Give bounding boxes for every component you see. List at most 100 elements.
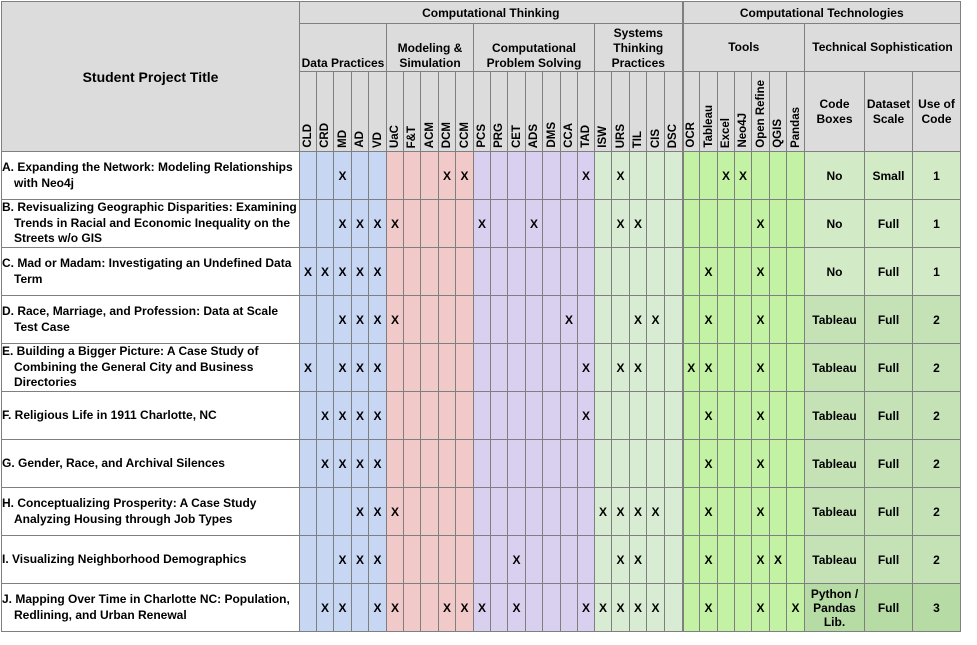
mark-cell: X bbox=[560, 295, 578, 344]
mark-cell: X bbox=[751, 439, 770, 488]
dataset-scale-cell: Full bbox=[864, 295, 913, 344]
mark-cell: X bbox=[368, 295, 387, 344]
mark-cell bbox=[769, 295, 787, 344]
mark-cell bbox=[403, 343, 421, 392]
mark-cell: X bbox=[646, 295, 665, 344]
sophistication-column-header: Code Boxes bbox=[804, 71, 865, 152]
mark-cell bbox=[525, 535, 543, 584]
mark-cell bbox=[646, 439, 665, 488]
mark-cell bbox=[560, 151, 578, 200]
mark-cell: X bbox=[333, 439, 352, 488]
mark-cell: X bbox=[316, 247, 334, 296]
mark-cell bbox=[594, 439, 612, 488]
mark-cell bbox=[681, 295, 700, 344]
mark-cell: X bbox=[629, 583, 647, 632]
mark-cell bbox=[577, 535, 595, 584]
mark-cell bbox=[351, 151, 369, 200]
column-header-label: ADS bbox=[528, 123, 540, 148]
mark-cell bbox=[333, 487, 352, 536]
use-of-code-cell: 2 bbox=[912, 343, 961, 392]
mark-cell bbox=[769, 247, 787, 296]
column-header: PCS bbox=[473, 71, 491, 152]
mark-cell bbox=[786, 439, 805, 488]
mark-cell: X bbox=[629, 295, 647, 344]
computational-technologies-header: Computational Technologies bbox=[681, 1, 961, 24]
computational-thinking-header: Computational Thinking bbox=[299, 1, 683, 24]
modeling-simulation-header: Modeling & Simulation bbox=[386, 23, 474, 72]
mark-cell: X bbox=[611, 535, 630, 584]
mark-cell bbox=[438, 343, 456, 392]
mark-cell: X bbox=[333, 247, 352, 296]
mark-cell bbox=[681, 199, 700, 248]
mark-cell bbox=[351, 583, 369, 632]
project-title-cell: B. Revisualizing Geographic Disparities:… bbox=[1, 199, 300, 248]
mark-cell bbox=[681, 247, 700, 296]
mark-cell bbox=[455, 487, 474, 536]
column-header: QGIS bbox=[769, 71, 787, 152]
mark-cell bbox=[525, 295, 543, 344]
column-header-label: CCM bbox=[458, 121, 471, 148]
mark-cell bbox=[455, 391, 474, 440]
dataset-scale-cell: Full bbox=[864, 535, 913, 584]
mark-cell bbox=[664, 535, 683, 584]
mark-cell: X bbox=[751, 391, 770, 440]
mark-cell bbox=[507, 295, 526, 344]
mark-cell bbox=[473, 343, 491, 392]
mark-cell: X bbox=[333, 583, 352, 632]
mark-cell bbox=[403, 487, 421, 536]
mark-cell bbox=[699, 199, 718, 248]
mark-cell: X bbox=[577, 151, 595, 200]
dataset-scale-cell: Full bbox=[864, 487, 913, 536]
project-title-cell: E. Building a Bigger Picture: A Case Stu… bbox=[1, 343, 300, 392]
mark-cell: X bbox=[299, 343, 317, 392]
mark-cell bbox=[316, 199, 334, 248]
mark-cell bbox=[525, 487, 543, 536]
table-row: A. Expanding the Network: Modeling Relat… bbox=[1, 151, 961, 200]
mark-cell: X bbox=[368, 391, 387, 440]
mark-cell: X bbox=[351, 391, 369, 440]
mark-cell bbox=[734, 439, 752, 488]
mark-cell bbox=[594, 391, 612, 440]
mark-cell bbox=[542, 151, 561, 200]
column-header: Open Refine bbox=[751, 71, 770, 152]
mark-cell: X bbox=[594, 487, 612, 536]
mark-cell bbox=[316, 151, 334, 200]
mark-cell: X bbox=[455, 151, 474, 200]
mark-cell bbox=[299, 295, 317, 344]
mark-cell bbox=[769, 439, 787, 488]
mark-cell bbox=[299, 439, 317, 488]
mark-cell: X bbox=[629, 343, 647, 392]
mark-cell bbox=[490, 583, 508, 632]
column-header-label: CET bbox=[510, 125, 523, 148]
mark-cell bbox=[577, 439, 595, 488]
column-header-label: Tableau bbox=[702, 105, 715, 148]
mark-cell bbox=[542, 199, 561, 248]
column-header: CRD bbox=[316, 71, 334, 152]
mark-cell bbox=[525, 151, 543, 200]
mark-cell bbox=[368, 151, 387, 200]
mark-cell: X bbox=[611, 583, 630, 632]
sophistication-column-header: Use of Code bbox=[912, 71, 961, 152]
use-of-code-cell: 1 bbox=[912, 247, 961, 296]
mark-cell bbox=[611, 391, 630, 440]
mark-cell bbox=[386, 151, 404, 200]
project-title: D. Race, Marriage, and Profession: Data … bbox=[2, 304, 279, 334]
mark-cell bbox=[507, 199, 526, 248]
mark-cell: X bbox=[699, 247, 718, 296]
mark-cell: X bbox=[751, 487, 770, 536]
mark-cell bbox=[403, 439, 421, 488]
column-header: CCM bbox=[455, 71, 474, 152]
mark-cell: X bbox=[333, 535, 352, 584]
mark-cell: X bbox=[333, 391, 352, 440]
mark-cell: X bbox=[316, 583, 334, 632]
systems-thinking-header: Systems Thinking Practices bbox=[594, 23, 683, 72]
project-title: I. Visualizing Neighborhood Demographics bbox=[2, 551, 247, 566]
mark-cell bbox=[403, 583, 421, 632]
column-header: CIS bbox=[646, 71, 665, 152]
column-header: TAD bbox=[577, 71, 595, 152]
mark-cell bbox=[420, 151, 439, 200]
mark-cell: X bbox=[507, 583, 526, 632]
mark-cell bbox=[420, 439, 439, 488]
mark-cell bbox=[473, 247, 491, 296]
mark-cell: X bbox=[438, 151, 456, 200]
